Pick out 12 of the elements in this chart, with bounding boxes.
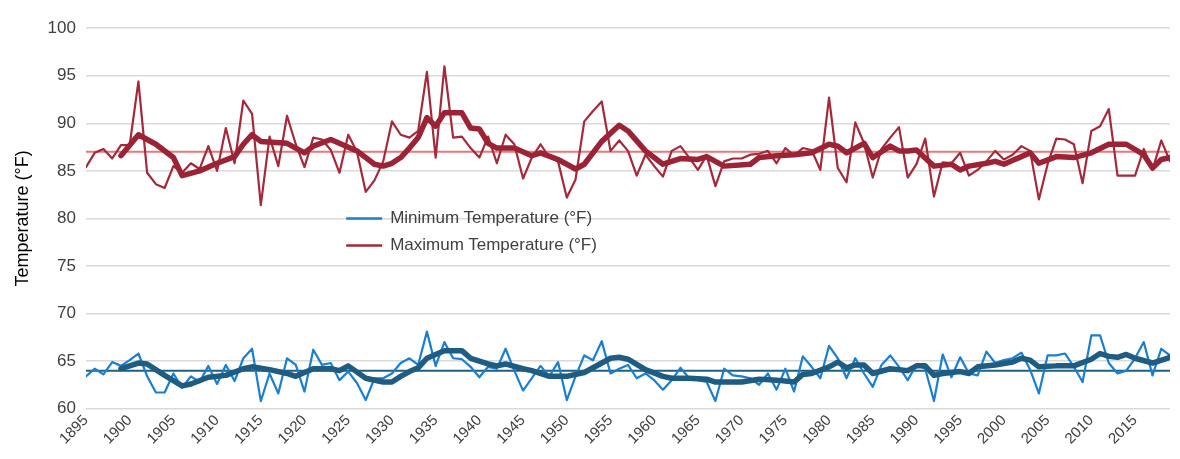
y-tick-label: 85: [57, 160, 76, 180]
y-tick-label: 95: [57, 65, 76, 85]
y-axis-title: Temperature (°F): [11, 150, 32, 287]
y-tick-label: 65: [57, 350, 76, 370]
y-tick-label: 75: [57, 255, 76, 275]
y-tick-label: 80: [57, 208, 76, 228]
y-tick-label: 70: [57, 303, 76, 323]
y-tick-label: 100: [47, 17, 76, 37]
y-tick-label: 90: [57, 113, 76, 133]
y-tick-label: 60: [57, 398, 76, 418]
legend-label: Maximum Temperature (°F): [390, 235, 597, 255]
legend-label: Minimum Temperature (°F): [390, 208, 593, 228]
